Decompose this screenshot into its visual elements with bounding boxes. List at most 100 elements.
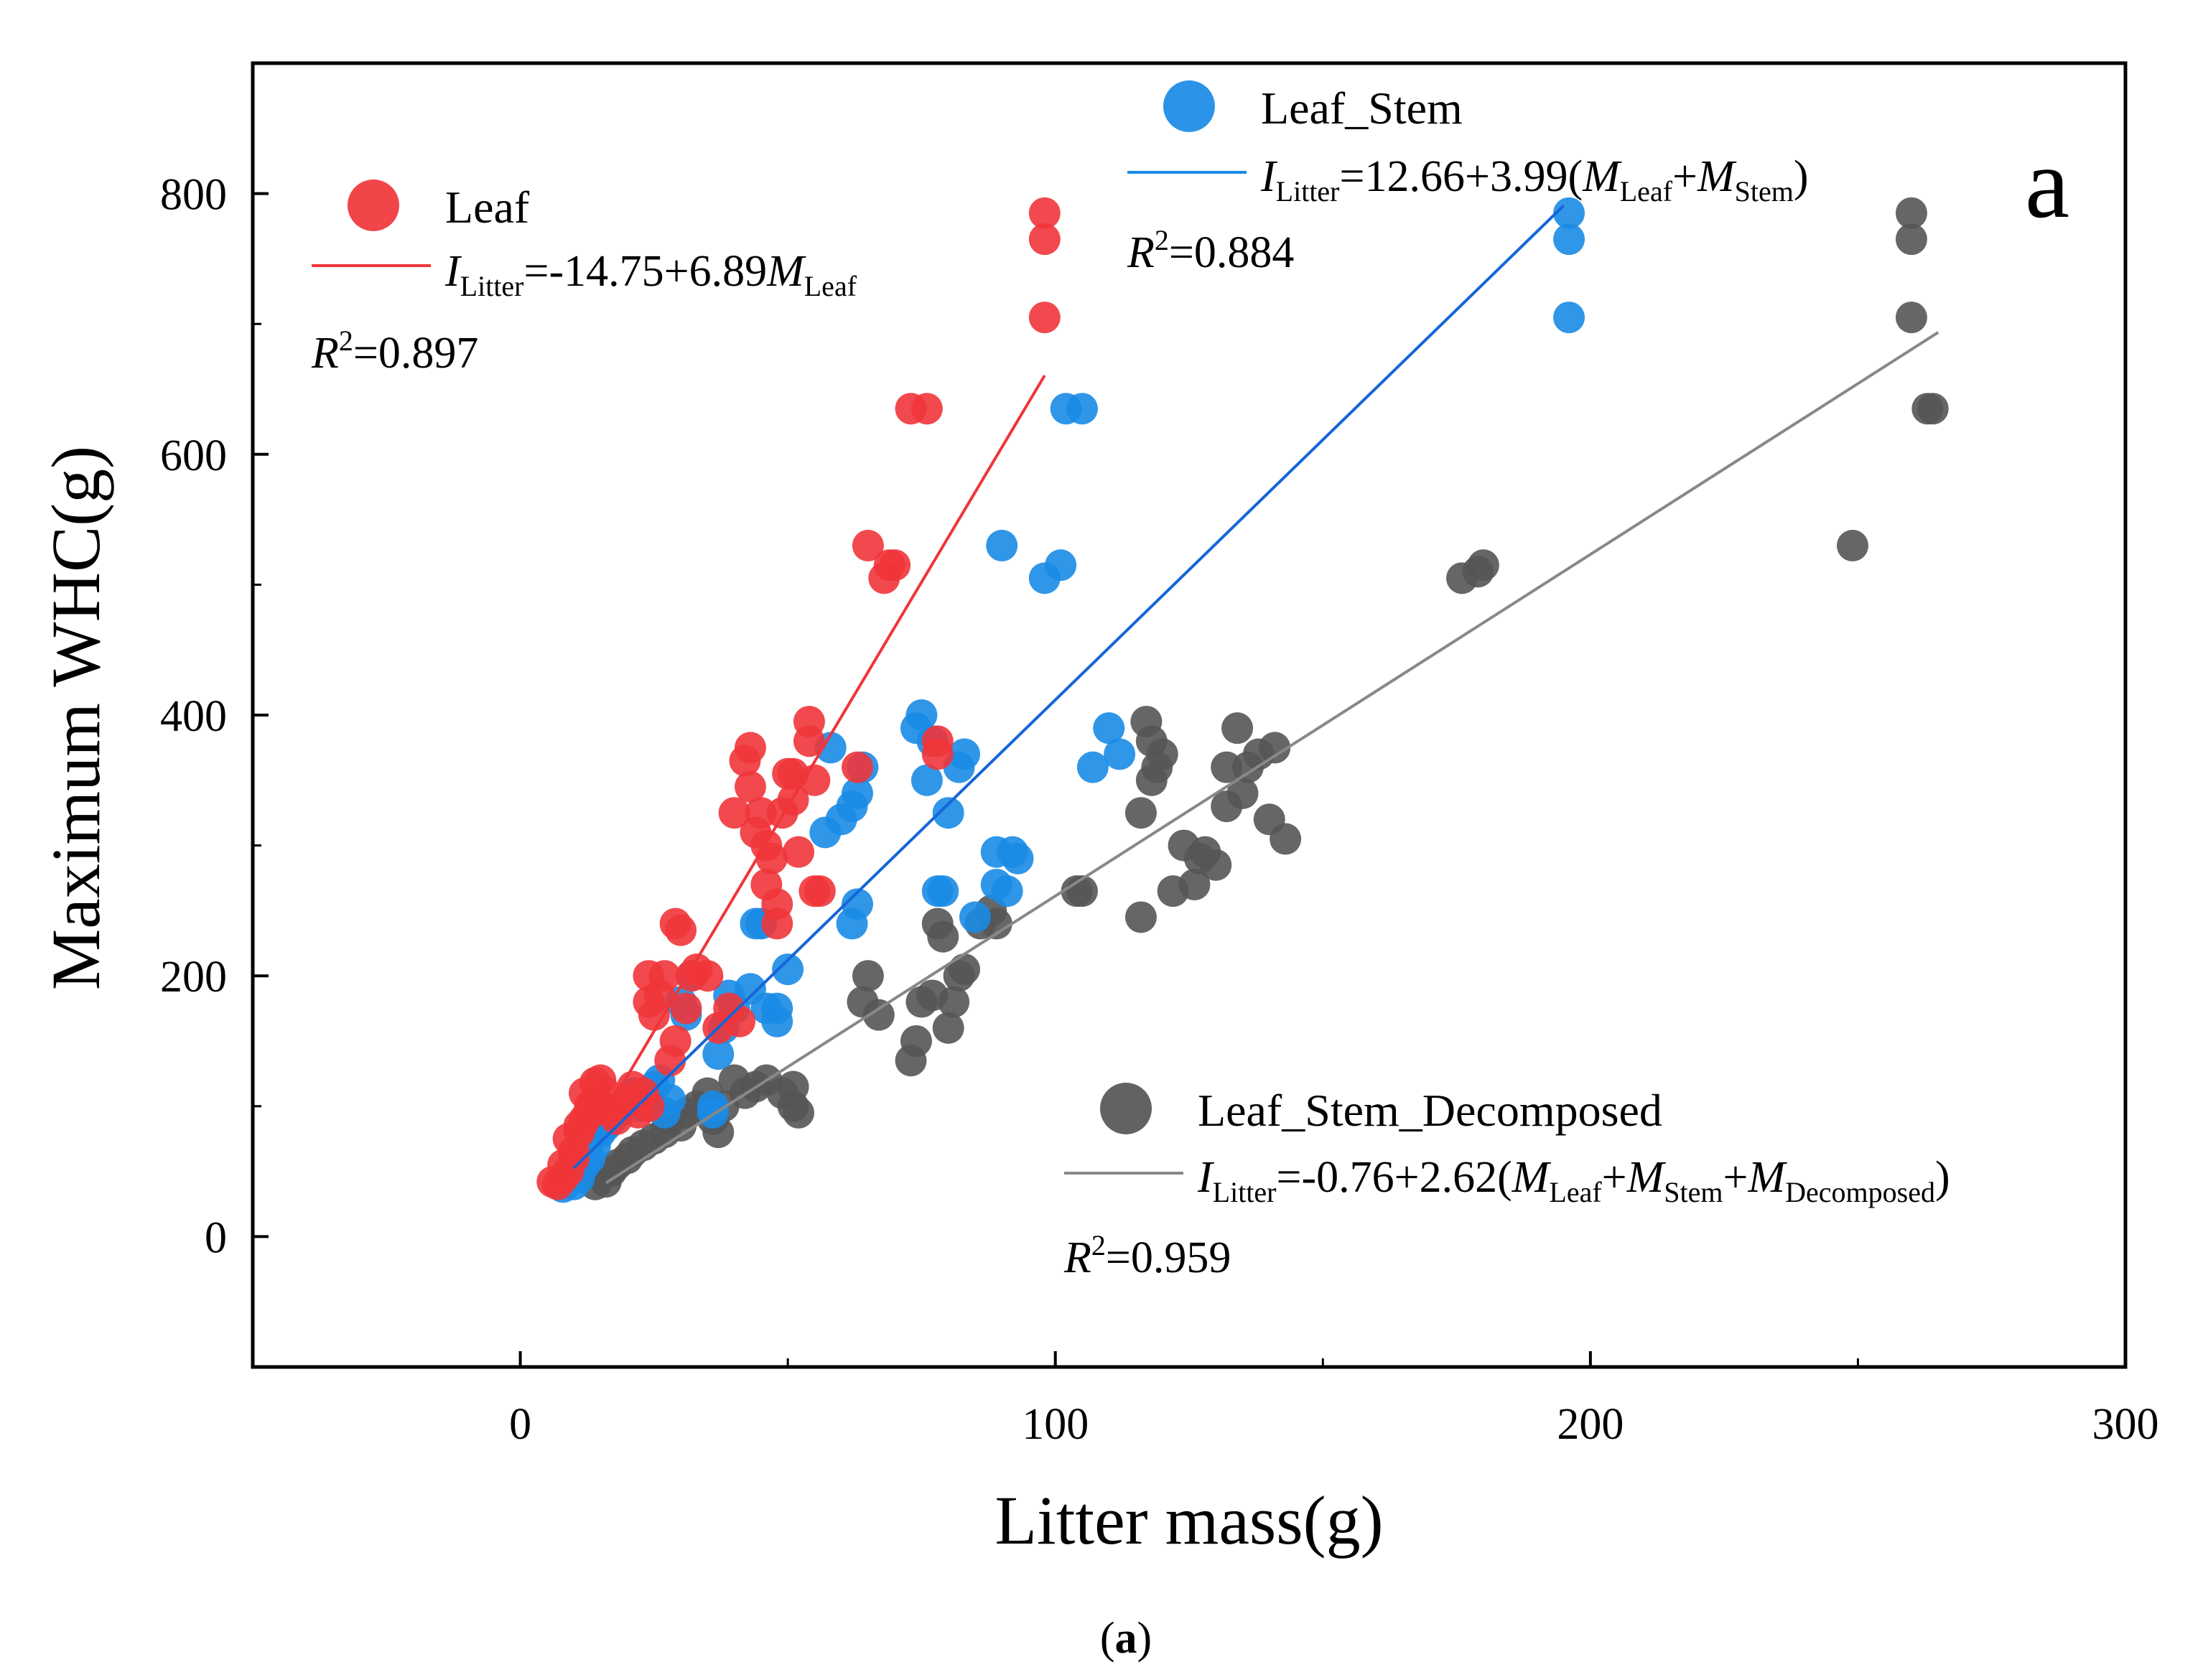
data-point bbox=[1093, 712, 1125, 745]
data-point bbox=[910, 393, 943, 425]
data-point bbox=[900, 1025, 932, 1057]
fit-line-leaf-stem bbox=[572, 205, 1565, 1170]
data-point bbox=[842, 777, 874, 809]
data-point bbox=[938, 986, 970, 1018]
data-point bbox=[761, 992, 793, 1025]
legend-leaf-stem: Leaf_Stem ILitter=12.66+3.99(MLeaf+MStem… bbox=[1127, 80, 1809, 277]
data-point bbox=[670, 992, 702, 1025]
data-point bbox=[1259, 732, 1291, 764]
data-point bbox=[905, 699, 938, 731]
legend-leaf-stem-decomposed: Leaf_Stem_Decomposed ILitter=-0.76+2.62(… bbox=[1063, 1083, 1950, 1282]
data-point bbox=[702, 1038, 735, 1070]
data-point bbox=[949, 953, 981, 986]
data-point bbox=[932, 797, 964, 829]
data-point bbox=[1002, 842, 1034, 874]
legend-decomposed-equation: ILitter=-0.76+2.62(MLeaf+MStem+MDecompos… bbox=[1197, 1153, 1950, 1208]
y-tick-label: 200 bbox=[160, 953, 227, 1002]
series-leaf-points bbox=[536, 197, 1061, 1200]
data-point bbox=[1895, 302, 1927, 334]
data-point bbox=[927, 920, 959, 953]
data-point bbox=[1066, 393, 1098, 425]
data-point bbox=[927, 875, 959, 907]
data-point bbox=[910, 764, 943, 796]
data-point bbox=[793, 706, 825, 738]
data-point bbox=[665, 914, 697, 946]
data-point bbox=[1226, 777, 1259, 809]
figure-caption: (a) bbox=[1100, 1614, 1152, 1663]
data-point bbox=[1045, 549, 1077, 582]
x-tick-label: 200 bbox=[1557, 1400, 1624, 1449]
data-point bbox=[648, 960, 681, 992]
data-point bbox=[1553, 302, 1585, 334]
legend-leaf-stem-r2: R2=0.884 bbox=[1127, 224, 1294, 277]
legend-leaf-stem-label: Leaf_Stem bbox=[1261, 83, 1463, 134]
legend-decomposed-r2: R2=0.959 bbox=[1063, 1229, 1231, 1282]
y-tick-label: 800 bbox=[160, 171, 227, 220]
data-point bbox=[1028, 223, 1061, 256]
data-point bbox=[734, 732, 766, 764]
data-point bbox=[986, 529, 1018, 561]
data-point bbox=[755, 842, 788, 874]
legend-leaf-stem-marker bbox=[1163, 80, 1215, 132]
data-points bbox=[536, 197, 1949, 1203]
data-point bbox=[852, 529, 884, 561]
data-point bbox=[921, 738, 954, 770]
panel-letter: a bbox=[2025, 128, 2069, 239]
series-leaf-stem-points bbox=[547, 197, 1585, 1203]
data-point bbox=[959, 901, 991, 933]
data-point bbox=[879, 549, 911, 582]
x-tick-label: 0 bbox=[509, 1400, 531, 1449]
axis-ticks: 0 100 200 300 0 200 400 600 800 bbox=[160, 171, 2159, 1449]
data-point bbox=[1916, 393, 1949, 425]
data-point bbox=[1895, 223, 1927, 256]
data-point bbox=[932, 1012, 964, 1044]
legend-decomposed-marker bbox=[1100, 1083, 1152, 1134]
data-point bbox=[842, 888, 874, 920]
x-axis-title: Litter mass(g) bbox=[995, 1482, 1383, 1559]
data-point bbox=[1028, 197, 1061, 229]
x-tick-label: 100 bbox=[1022, 1400, 1089, 1449]
data-point bbox=[761, 907, 793, 940]
data-point bbox=[633, 1090, 665, 1122]
data-point bbox=[1146, 738, 1178, 770]
data-point bbox=[697, 1096, 729, 1129]
data-point bbox=[1553, 197, 1585, 229]
data-point bbox=[1836, 529, 1868, 561]
legend-decomposed-label: Leaf_Stem_Decomposed bbox=[1198, 1085, 1662, 1136]
legend-leaf-label: Leaf bbox=[445, 182, 530, 233]
fit-line-leaf bbox=[562, 374, 1046, 1185]
fit-line-leaf-stem-decomposed bbox=[605, 331, 1939, 1185]
data-point bbox=[1895, 197, 1927, 229]
y-tick-label: 400 bbox=[160, 692, 227, 741]
data-point bbox=[691, 960, 724, 992]
series-leaf-stem-decomposed-points bbox=[579, 197, 1949, 1200]
data-point bbox=[783, 836, 815, 868]
data-point bbox=[659, 1025, 691, 1057]
data-point bbox=[1553, 223, 1585, 256]
data-point bbox=[777, 1070, 809, 1103]
legend-leaf: Leaf ILitter=-14.75+6.89MLeaf R2=0.897 bbox=[311, 179, 857, 378]
data-point bbox=[724, 1005, 756, 1037]
data-point bbox=[1076, 751, 1109, 783]
data-point bbox=[1104, 738, 1136, 770]
data-point bbox=[1124, 797, 1157, 829]
y-tick-label: 0 bbox=[205, 1213, 227, 1262]
legend-leaf-r2: R2=0.897 bbox=[311, 325, 478, 378]
data-point bbox=[991, 875, 1023, 907]
data-point bbox=[1200, 849, 1232, 881]
data-point bbox=[842, 751, 874, 783]
legend-leaf-marker bbox=[348, 179, 399, 231]
data-point bbox=[718, 797, 750, 829]
data-point bbox=[1221, 712, 1254, 745]
fit-lines bbox=[562, 205, 1939, 1185]
data-point bbox=[1270, 823, 1302, 855]
data-point bbox=[734, 770, 766, 803]
data-point bbox=[804, 875, 836, 907]
data-point bbox=[1124, 901, 1157, 933]
data-point bbox=[1028, 302, 1061, 334]
data-point bbox=[852, 960, 884, 992]
y-tick-label: 600 bbox=[160, 431, 227, 480]
data-point bbox=[1178, 869, 1211, 901]
legend-leaf-equation: ILitter=-14.75+6.89MLeaf bbox=[444, 247, 857, 302]
